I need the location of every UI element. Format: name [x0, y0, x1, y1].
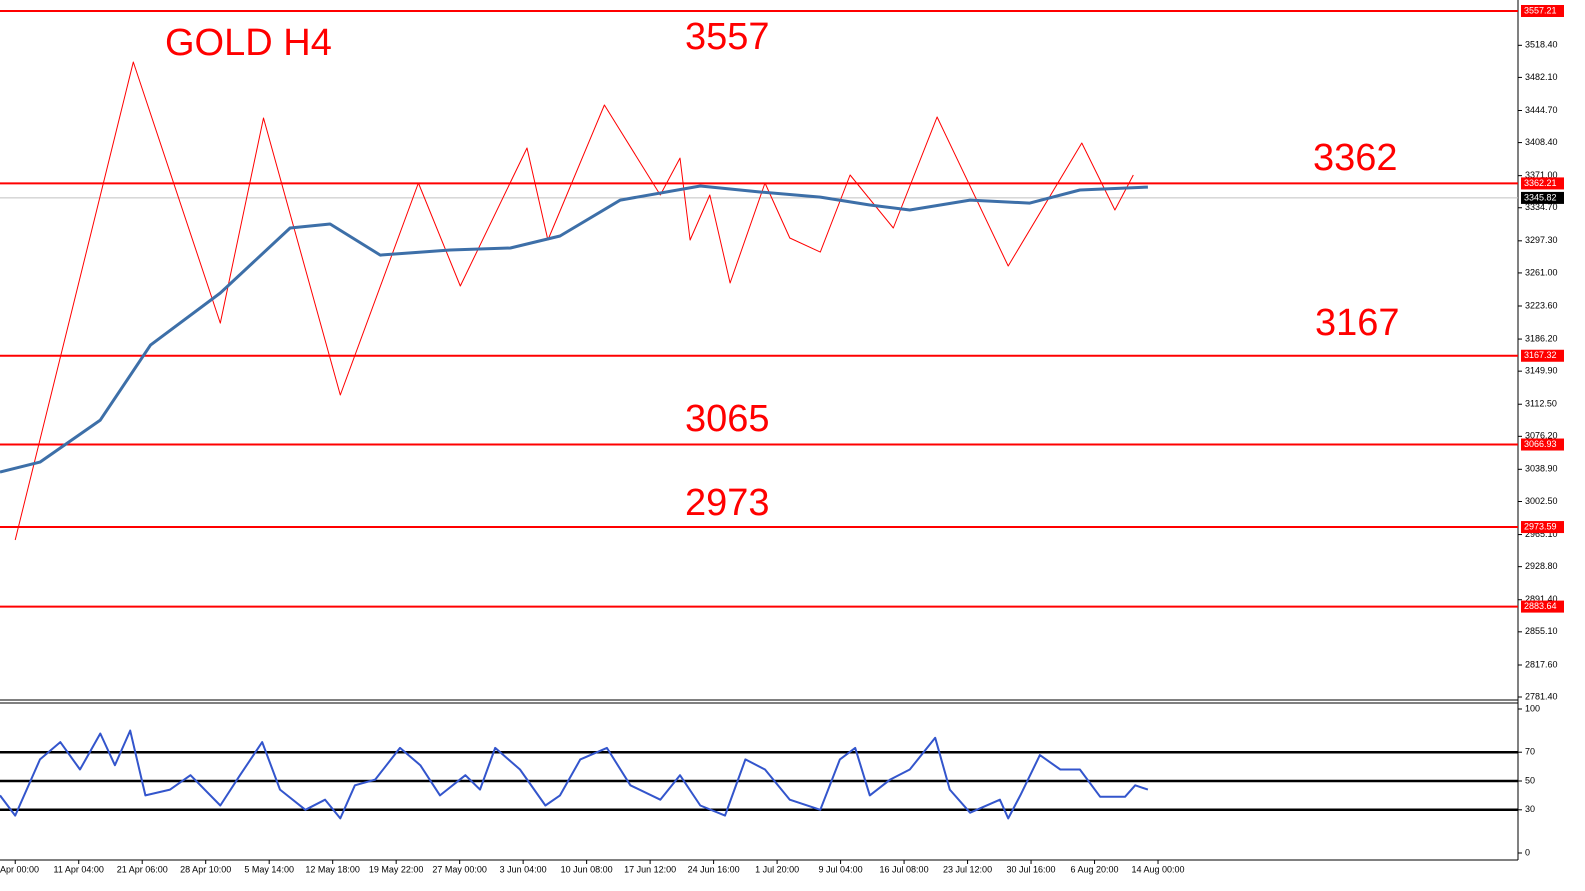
x-tick-label: 19 May 22:00 — [369, 864, 424, 874]
level-label: 3557.21 — [1524, 5, 1557, 15]
annotation: 3362 — [1313, 137, 1398, 179]
y-tick-label: 30 — [1525, 804, 1535, 814]
current-price-label: 3345.82 — [1524, 192, 1557, 202]
x-tick-label: 3 Jun 04:00 — [500, 864, 547, 874]
level-label-box — [1521, 349, 1564, 362]
y-tick-label: 2891.40 — [1525, 594, 1558, 604]
level-label: 3362.21 — [1524, 178, 1557, 188]
y-tick-label: 0 — [1525, 847, 1530, 857]
annotation: 3557 — [685, 16, 770, 58]
level-label: 3167.32 — [1524, 350, 1557, 360]
y-tick-label: 3112.50 — [1525, 399, 1557, 409]
level-label-box — [1521, 438, 1564, 451]
x-tick-label: 9 Jul 04:00 — [819, 864, 863, 874]
level-label-box — [1521, 600, 1564, 613]
y-tick-label: 70 — [1525, 747, 1535, 757]
x-tick-label: 14 Aug 00:00 — [1131, 864, 1184, 874]
y-tick-label: 2855.10 — [1525, 626, 1558, 636]
y-tick-label: 3038.90 — [1525, 464, 1558, 474]
x-tick-label: 24 Jun 16:00 — [688, 864, 740, 874]
y-tick-label: 3482.10 — [1525, 72, 1558, 82]
x-tick-label: 17 Jun 12:00 — [624, 864, 676, 874]
y-tick-label: 3186.20 — [1525, 333, 1558, 343]
y-tick-label: 2817.60 — [1525, 659, 1558, 669]
annotation: 3167 — [1315, 302, 1400, 344]
y-tick-label: 3261.00 — [1525, 267, 1558, 277]
x-tick-label: 16 Jul 08:00 — [880, 864, 929, 874]
y-tick-label: 2781.40 — [1525, 691, 1558, 701]
annotation: GOLD H4 — [165, 22, 332, 64]
series-line — [0, 729, 1149, 820]
y-tick-label: 2928.80 — [1525, 561, 1558, 571]
y-tick-label: 3002.50 — [1525, 496, 1558, 506]
y-tick-label: 3408.40 — [1525, 137, 1558, 147]
x-tick-label: 23 Jul 12:00 — [943, 864, 992, 874]
annotation: 2973 — [685, 482, 770, 524]
level-label-box — [1521, 5, 1564, 17]
annotation: 3065 — [685, 398, 770, 440]
x-tick-label: 10 Jun 08:00 — [561, 864, 613, 874]
level-label: 2883.64 — [1524, 601, 1557, 611]
y-tick-label: 3223.60 — [1525, 300, 1558, 310]
x-tick-label: 6 Aug 20:00 — [1071, 864, 1119, 874]
series-line — [0, 184, 1148, 474]
x-tick-label: 30 Jul 16:00 — [1007, 864, 1056, 874]
level-label: 3066.93 — [1524, 439, 1557, 449]
current-price-box — [1521, 191, 1564, 204]
level-label: 2973.59 — [1524, 521, 1557, 531]
series-line — [14, 61, 1134, 541]
x-tick-label: 5 May 14:00 — [244, 864, 294, 874]
level-label-box — [1521, 177, 1564, 190]
y-tick-label: 3444.70 — [1525, 105, 1558, 115]
y-tick-label: 3149.90 — [1525, 366, 1558, 376]
y-tick-label: 100 — [1525, 703, 1540, 713]
y-tick-label: 3518.40 — [1525, 40, 1558, 50]
y-tick-label: 3334.70 — [1525, 202, 1558, 212]
y-tick-label: 3076.20 — [1525, 431, 1558, 441]
x-tick-label: 12 May 18:00 — [305, 864, 360, 874]
x-tick-label: Apr 00:00 — [0, 864, 39, 874]
level-label-box — [1521, 521, 1564, 534]
x-tick-label: 28 Apr 10:00 — [180, 864, 231, 874]
x-tick-label: 1 Jul 20:00 — [755, 864, 799, 874]
y-tick-label: 3371.00 — [1525, 170, 1558, 180]
x-tick-label: 27 May 00:00 — [432, 864, 487, 874]
y-tick-label: 2965.10 — [1525, 529, 1558, 539]
x-tick-label: 11 Apr 04:00 — [54, 864, 104, 874]
y-tick-label: 50 — [1525, 775, 1535, 785]
x-tick-label: 21 Apr 06:00 — [117, 864, 168, 874]
y-tick-label: 3297.30 — [1525, 235, 1558, 245]
